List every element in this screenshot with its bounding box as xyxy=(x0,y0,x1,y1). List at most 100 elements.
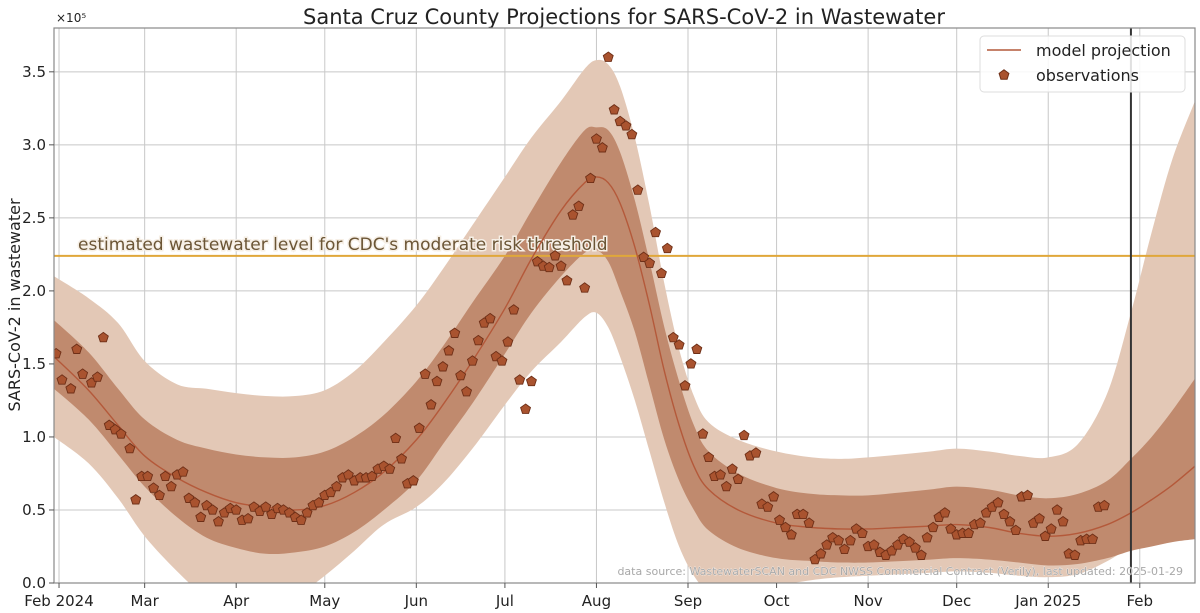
observation-point xyxy=(130,494,142,505)
observation-point xyxy=(661,242,673,254)
observation-point xyxy=(703,451,715,463)
inner-uncertainty-band xyxy=(54,126,1195,566)
observation-point xyxy=(667,331,679,343)
observation-point xyxy=(750,447,762,458)
observation-point xyxy=(567,209,579,220)
observation-point xyxy=(177,466,189,477)
observation-point xyxy=(626,128,638,140)
observation-point xyxy=(732,473,744,484)
observation-point xyxy=(815,548,827,559)
x-tick-label: Nov xyxy=(853,592,882,610)
observation-point xyxy=(230,504,242,515)
x-tick-label: Jan 2025 xyxy=(1014,592,1081,610)
x-tick-label: Jul xyxy=(495,592,514,610)
observation-point xyxy=(685,358,697,369)
y-tick-label: 2.5 xyxy=(22,209,46,227)
observation-point xyxy=(419,368,431,379)
observation-point xyxy=(585,172,597,184)
observation-point xyxy=(561,274,573,286)
legend-marker-swatch xyxy=(998,69,1010,80)
observation-point xyxy=(508,304,520,315)
observation-point xyxy=(1010,524,1022,536)
observation-point xyxy=(1057,515,1069,527)
observation-point xyxy=(915,549,927,560)
plot-frame xyxy=(53,27,1196,584)
x-tick-label: Feb xyxy=(1126,592,1153,610)
observation-point xyxy=(638,251,650,262)
observation-point xyxy=(390,432,402,444)
observation-point xyxy=(714,469,726,480)
observation-point xyxy=(596,142,608,153)
observation-point xyxy=(838,543,850,555)
observation-point xyxy=(998,508,1010,520)
observation-point xyxy=(691,343,703,354)
y-tick-label: 0.5 xyxy=(22,501,46,519)
observation-point xyxy=(54,347,62,359)
x-tick-label: Dec xyxy=(942,592,971,610)
observation-point xyxy=(142,470,154,482)
observation-point xyxy=(903,536,915,547)
y-axis: 0.0 0.5 1.0 1.5 2.0 2.5 3.0 3.5 xyxy=(22,63,54,592)
observation-point xyxy=(833,534,845,546)
y-tick-label: 1.5 xyxy=(22,355,46,373)
observation-point xyxy=(738,429,750,441)
observation-point xyxy=(868,539,880,550)
observation-point xyxy=(71,343,83,354)
threshold-group: estimated wastewater level for CDC's mod… xyxy=(54,233,1195,257)
observation-point xyxy=(212,515,224,527)
observation-point xyxy=(91,371,103,382)
observation-point xyxy=(726,463,738,474)
x-tick-label: May xyxy=(309,592,340,610)
observation-point xyxy=(590,133,602,144)
observation-point xyxy=(921,531,933,543)
observation-point xyxy=(502,336,514,347)
y-tick-label: 0.0 xyxy=(22,574,46,592)
observation-point xyxy=(720,480,732,492)
observation-point xyxy=(992,496,1004,508)
x-tick-label: Jun xyxy=(404,592,428,610)
observation-point xyxy=(573,200,585,211)
observation-point xyxy=(644,257,656,268)
y-tick-label: 2.0 xyxy=(22,282,46,300)
observation-point xyxy=(963,527,975,538)
observation-point xyxy=(124,442,136,454)
observation-point xyxy=(909,542,921,553)
observation-point xyxy=(407,475,419,486)
observation-point xyxy=(77,368,89,379)
observation-point xyxy=(927,521,939,533)
observation-point xyxy=(115,428,127,439)
observation-point xyxy=(56,374,68,385)
x-tick-label: Aug xyxy=(582,592,611,610)
observation-point xyxy=(774,514,786,525)
observation-point xyxy=(1033,512,1045,524)
observation-point xyxy=(673,339,685,350)
x-tick-label: Apr xyxy=(223,592,250,610)
observation-point xyxy=(945,523,957,534)
observation-point xyxy=(543,261,555,273)
y-axis-label: SARS-CoV-2 in wastewater xyxy=(5,198,24,411)
observation-point xyxy=(437,361,449,372)
observation-point xyxy=(579,282,591,293)
observation-point xyxy=(443,345,455,356)
observation-point xyxy=(455,369,467,381)
observation-point xyxy=(195,511,207,522)
observation-point xyxy=(620,120,632,131)
observation-point xyxy=(159,470,171,482)
observation-point xyxy=(496,355,508,366)
observation-point xyxy=(555,260,567,271)
observation-point xyxy=(679,380,691,391)
observation-point xyxy=(1045,523,1057,534)
observation-point xyxy=(189,496,201,508)
observation-point xyxy=(449,327,461,338)
observation-point xyxy=(632,184,644,195)
threshold-label: estimated wastewater level for CDC's mod… xyxy=(78,235,608,255)
observation-point xyxy=(1069,549,1081,560)
observation-point xyxy=(779,521,791,533)
observation-point xyxy=(466,355,478,366)
y-tick-label: 3.0 xyxy=(22,136,46,154)
legend-label-model: model projection xyxy=(1036,41,1171,60)
observation-point xyxy=(768,491,780,502)
observation-point xyxy=(153,489,165,501)
x-tick-label: Feb 2024 xyxy=(24,592,94,610)
observation-point xyxy=(1022,489,1034,501)
